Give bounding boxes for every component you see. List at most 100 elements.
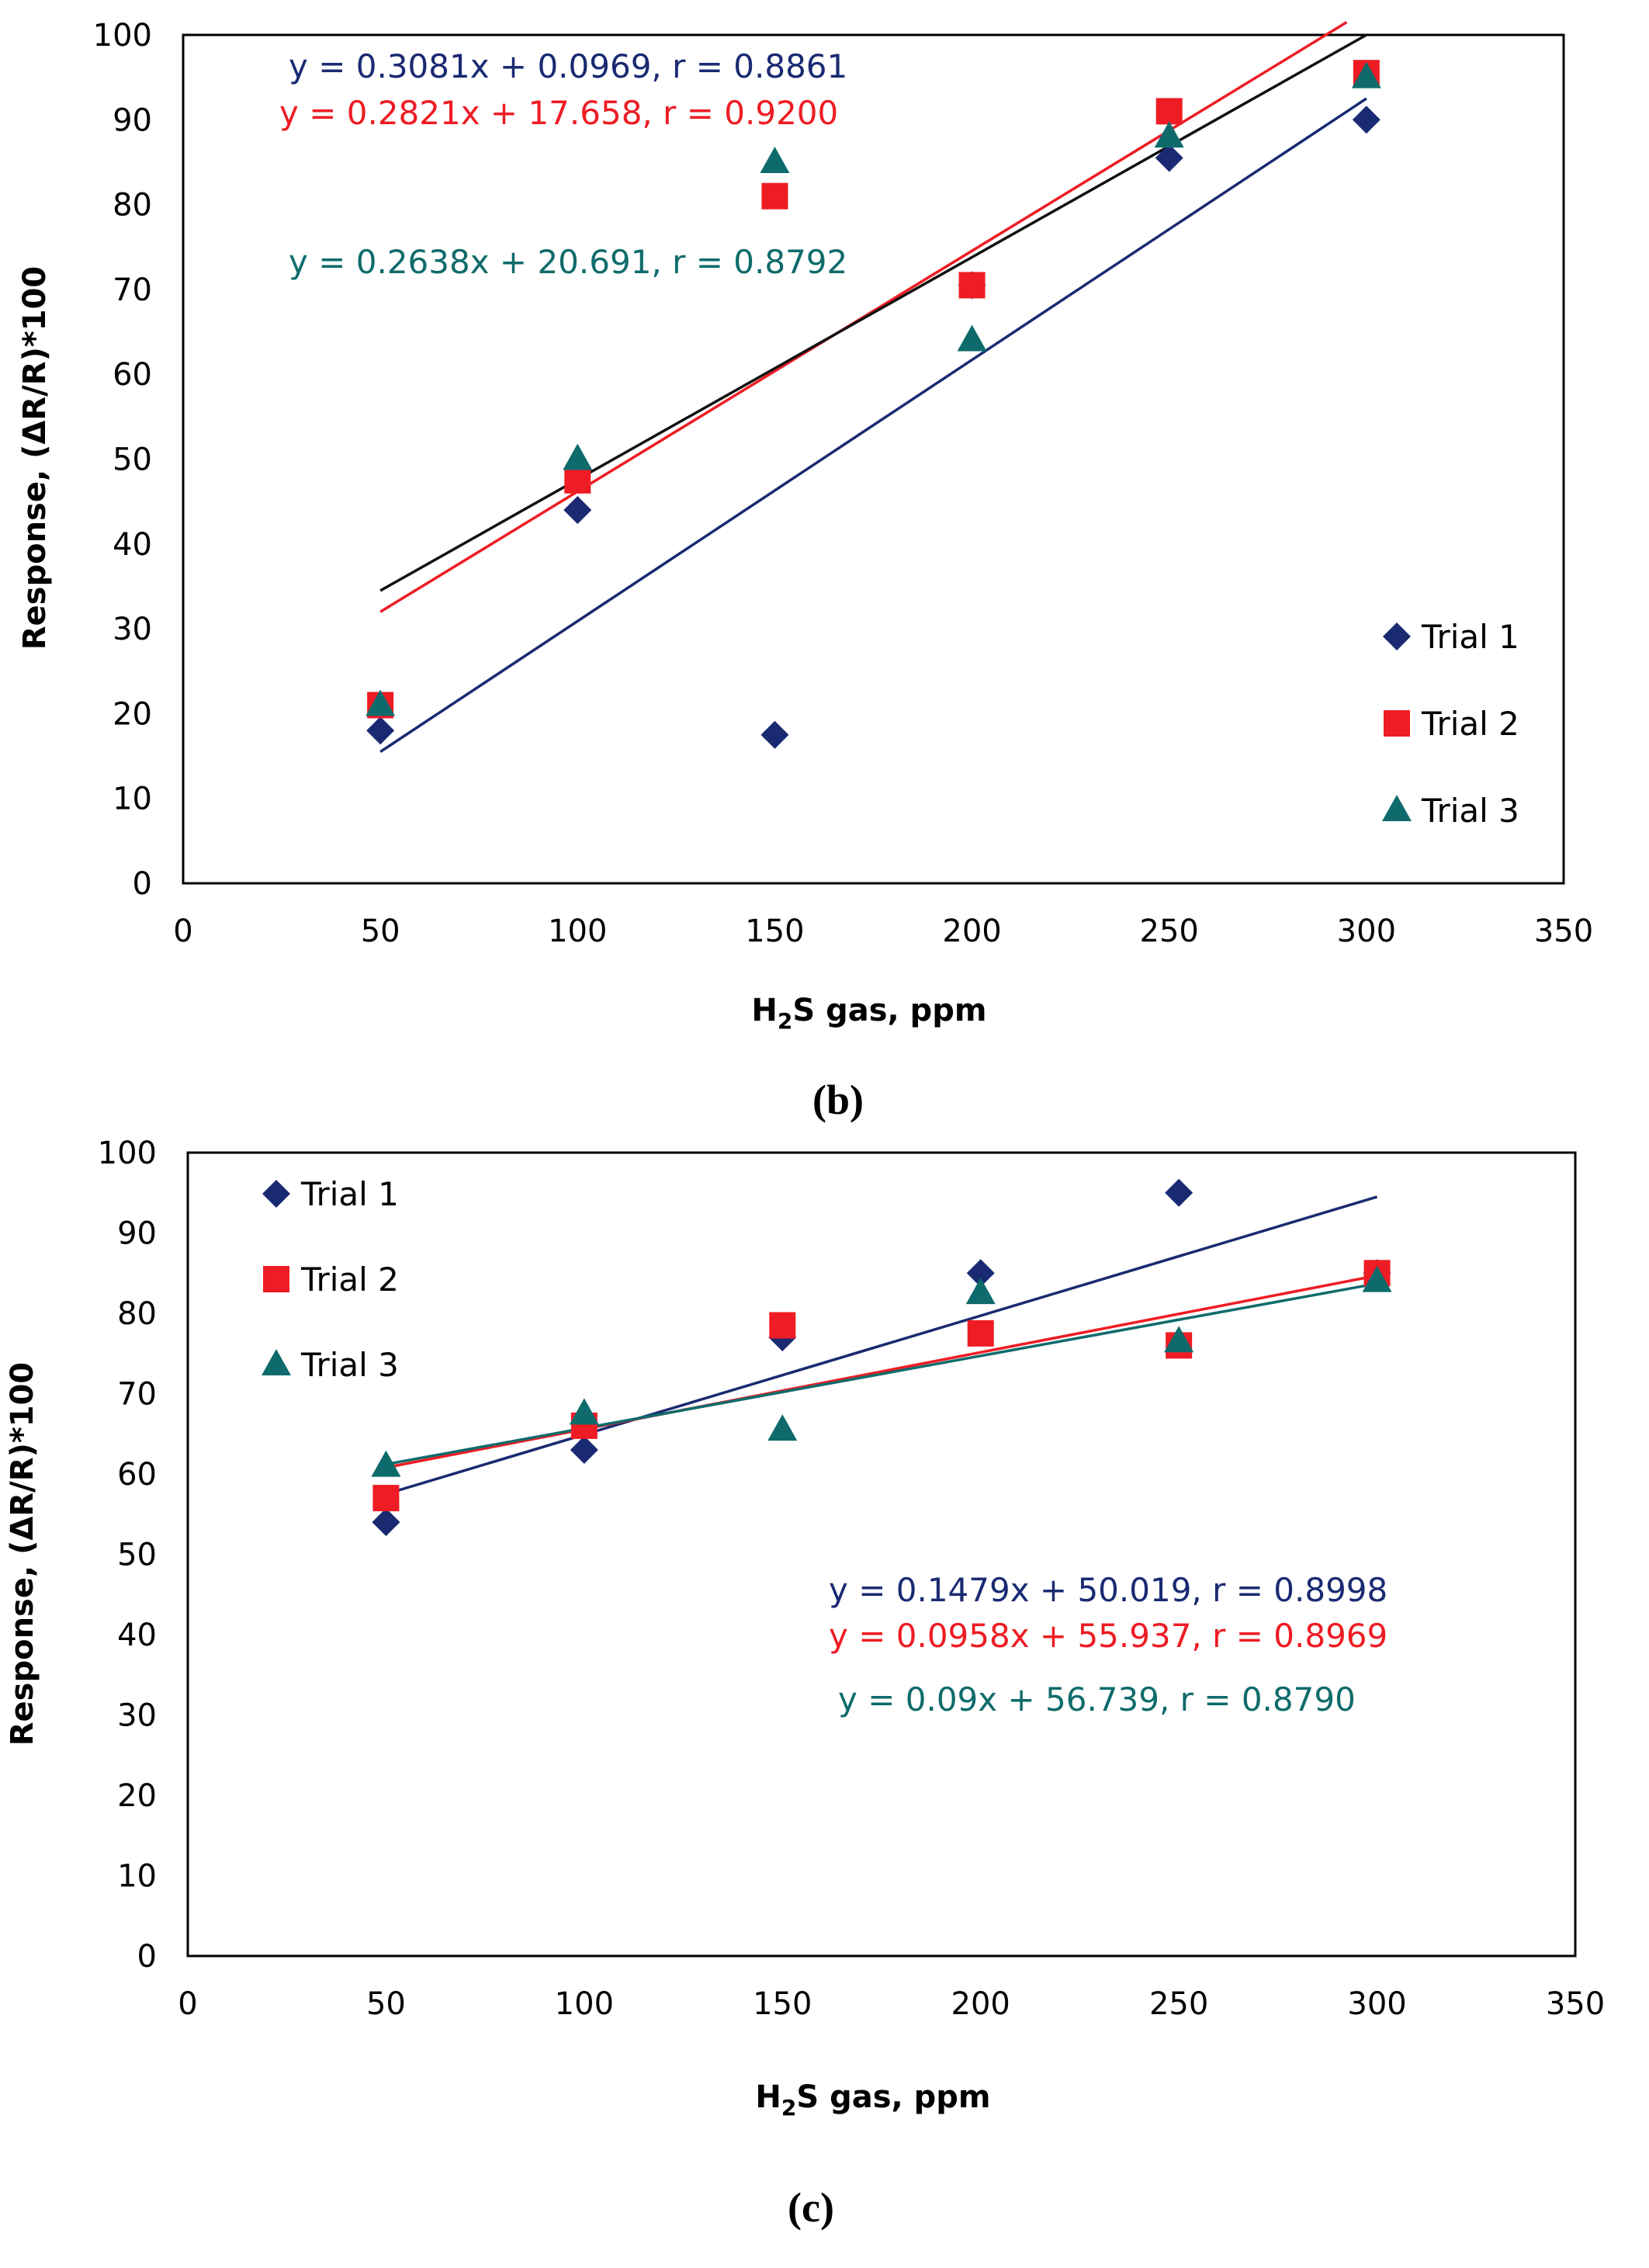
trendline-3 — [379, 33, 1367, 592]
regression-equation-2: y = 0.2821x + 17.658, r = 0.9200 — [279, 94, 838, 132]
y-tick-label: 20 — [117, 1778, 157, 1814]
trial-1-point — [563, 496, 592, 525]
x-axis-label-h: H — [751, 993, 777, 1028]
legend-marker-trial-3 — [262, 1349, 291, 1375]
plot-area-frame — [186, 1151, 1577, 1958]
legend-marker-trial-1 — [1383, 622, 1411, 650]
trial-1-point — [372, 1508, 400, 1537]
y-tick-label: 90 — [117, 1216, 157, 1252]
y-tick-label: 20 — [113, 696, 152, 732]
y-axis-label: Response, (ΔR/R)*100 — [5, 1362, 40, 1746]
x-tick-label: 150 — [745, 914, 804, 949]
trial-3-point — [1154, 121, 1184, 148]
x-axis-label-rest: S gas, ppm — [796, 2079, 990, 2115]
y-tick-label: 70 — [117, 1377, 157, 1413]
legend-marker-trial-1 — [262, 1180, 290, 1208]
x-axis-label-subscript: 2 — [781, 2095, 796, 2121]
trial-3-point — [365, 689, 396, 716]
trial-3-point — [569, 1398, 599, 1425]
regression-equation-1: y = 0.3081x + 0.0969, r = 0.8861 — [289, 47, 847, 85]
y-tick-label: 80 — [117, 1296, 157, 1332]
panel-label: (b) — [812, 1077, 864, 1123]
x-tick-label: 350 — [1546, 1986, 1605, 2022]
x-axis-label-rest: S gas, ppm — [792, 993, 986, 1028]
x-tick-label: 50 — [361, 914, 400, 949]
y-tick-label: 40 — [117, 1618, 157, 1653]
regression-equation-2: y = 0.0958x + 55.937, r = 0.8969 — [829, 1617, 1387, 1655]
x-tick-label: 100 — [555, 1986, 614, 2022]
trial-1-point — [1155, 144, 1183, 172]
y-tick-label: 10 — [113, 782, 152, 817]
trial-3-point — [965, 1278, 996, 1305]
regression-equation-1: y = 0.1479x + 50.019, r = 0.8998 — [829, 1571, 1387, 1609]
y-tick-label: 30 — [113, 612, 152, 647]
regression-equation-3: y = 0.2638x + 20.691, r = 0.8792 — [289, 243, 847, 281]
legend-label-trial-1: Trial 1 — [300, 1175, 399, 1213]
trial-3-point — [760, 146, 790, 173]
y-tick-label: 50 — [117, 1538, 157, 1573]
x-tick-label: 300 — [1347, 1986, 1406, 2022]
chart-panel-c: 0 10 20 30 40 50 60 70 80 90 100 0 50 100 150 200 250 300… — [5, 1136, 1605, 2231]
y-axis-label: Response, (ΔR/R)*100 — [17, 266, 53, 650]
trial-1-point — [1352, 106, 1381, 134]
trial-1-point — [760, 720, 789, 749]
legend-label-trial-1: Trial 1 — [1421, 618, 1519, 656]
y-tick-label: 90 — [113, 102, 152, 138]
x-tick-label: 100 — [548, 914, 607, 949]
x-tick-label: 250 — [1140, 914, 1199, 949]
panel-label: (c) — [788, 2184, 834, 2231]
legend-marker-trial-3 — [1382, 795, 1412, 821]
x-axis-label: H2S gas, ppm — [751, 993, 986, 1034]
x-tick-label: 200 — [951, 1986, 1010, 2022]
y-tick-label: 70 — [113, 272, 152, 308]
trial-2-point — [372, 1485, 400, 1512]
trial-3-point — [767, 1414, 798, 1441]
legend-label-trial-2: Trial 2 — [300, 1261, 399, 1299]
trial-3-point — [957, 324, 987, 352]
x-tick-label: 0 — [173, 914, 192, 949]
x-tick-label: 150 — [753, 1986, 812, 2022]
x-tick-label: 350 — [1534, 914, 1593, 949]
trial-2-point — [769, 1312, 796, 1339]
y-tick-label: 0 — [137, 1939, 157, 1975]
trendline-1 — [385, 1195, 1378, 1496]
trial-2-point — [958, 272, 986, 299]
x-tick-label: 50 — [366, 1986, 406, 2022]
y-tick-label: 80 — [113, 188, 152, 224]
legend-label-trial-2: Trial 2 — [1421, 705, 1519, 743]
trial-3-point — [1351, 61, 1381, 88]
trendline-3 — [386, 1281, 1377, 1466]
trial-1-point — [966, 1259, 995, 1288]
trial-3-point — [563, 443, 593, 470]
plot-area-frame — [182, 33, 1565, 885]
y-tick-label: 30 — [117, 1698, 157, 1734]
legend-label-trial-3: Trial 3 — [300, 1346, 399, 1384]
y-tick-label: 100 — [98, 1136, 157, 1171]
legend-label-trial-3: Trial 3 — [1421, 792, 1519, 830]
x-tick-label: 250 — [1149, 1986, 1208, 2022]
y-tick-label: 10 — [117, 1859, 157, 1895]
trial-3-point — [1164, 1326, 1194, 1353]
y-tick-label: 100 — [93, 18, 152, 54]
trial-2-point — [1155, 98, 1183, 125]
x-tick-label: 0 — [178, 1986, 197, 2022]
y-tick-label: 0 — [133, 866, 152, 902]
y-tick-label: 60 — [117, 1457, 157, 1493]
trial-3-point — [371, 1450, 401, 1477]
trial-1-point — [570, 1435, 598, 1464]
x-axis-label-h: H — [755, 2079, 781, 2115]
x-tick-label: 300 — [1337, 914, 1396, 949]
x-axis-label: H2S gas, ppm — [755, 2079, 990, 2121]
legend-marker-trial-2 — [1384, 710, 1410, 737]
legend-marker-trial-2 — [263, 1266, 289, 1292]
trial-1-point — [1165, 1178, 1193, 1207]
y-tick-label: 50 — [113, 442, 152, 478]
trial-2-point — [564, 466, 591, 494]
y-tick-label: 60 — [113, 357, 152, 393]
regression-equation-3: y = 0.09x + 56.739, r = 0.8790 — [838, 1680, 1356, 1718]
trial-2-point — [967, 1320, 994, 1347]
x-axis-label-subscript: 2 — [778, 1008, 792, 1034]
trial-3-point — [1362, 1265, 1392, 1292]
chart-panel-b: 0 10 20 30 40 50 60 70 80 90 100 0 50 100 150 200 250 300… — [17, 18, 1593, 1123]
trial-1-point — [366, 716, 395, 745]
